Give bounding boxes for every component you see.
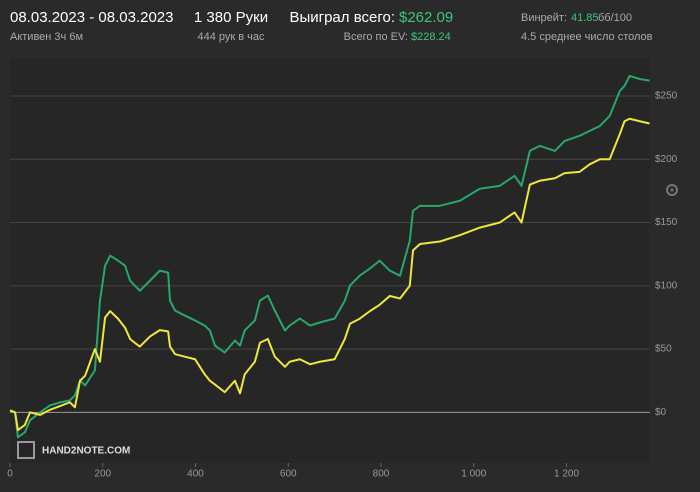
y-tick-label: $150 [655,217,678,228]
x-tick-label: 200 [94,469,111,480]
y-tick-label: $50 [655,344,672,355]
winrate-unit: бб/100 [598,12,632,24]
y-tick-label: $200 [655,154,678,165]
series-line [9,74,650,439]
x-tick-label: 0 [7,469,13,480]
settings-icon-dot[interactable] [670,188,674,192]
hands-per-hour: 444 рук в час [197,31,265,43]
x-tick-label: 1 200 [554,469,579,480]
series-line [9,117,650,432]
logo-icon [17,441,35,459]
settings-icon-ring[interactable] [666,184,678,196]
settings-icon[interactable] [666,184,678,196]
winrate-value: 41.85 [571,12,599,24]
y-tick-label: $100 [655,280,678,291]
active-time: Активен 3ч 6м [10,31,83,43]
x-tick-label: 400 [187,469,204,480]
date-range: 08.03.2023 - 08.03.2023 [10,9,173,26]
winrate-label: Винрейт: [521,12,567,24]
ev-label: Всего по EV: [344,31,408,43]
tables: 4.5 среднее число столов [521,31,653,43]
won-value: $262.09 [399,9,453,26]
x-tick-label: 800 [373,469,390,480]
y-tick-label: $250 [655,91,678,102]
won-label: Выиграл всего: [289,9,395,26]
ev-value: $228.24 [411,31,451,43]
hands: 1 380 Руки [194,9,268,26]
logo: HAND2NOTE.COM [42,446,130,457]
x-tick-label: 600 [280,469,297,480]
plot-area [10,58,650,463]
y-tick-label: $0 [655,407,667,418]
x-tick-label: 1 000 [461,469,486,480]
